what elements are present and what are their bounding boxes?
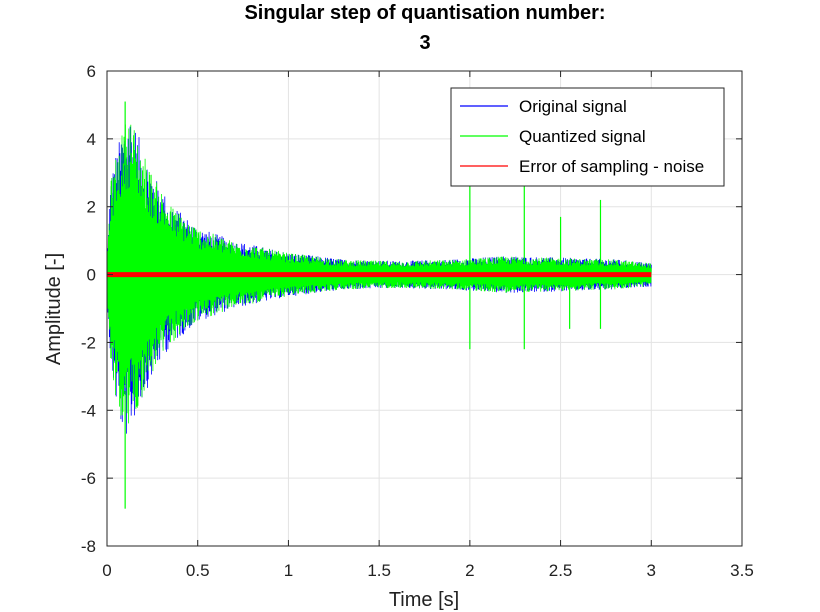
x-axis-label: Time [s] — [389, 589, 459, 611]
x-tick-label: 2 — [465, 561, 474, 580]
y-tick-label: -6 — [81, 469, 96, 488]
x-tick-label: 3.5 — [730, 561, 754, 580]
x-tick-label: 3 — [647, 561, 656, 580]
x-tick-label: 1 — [284, 561, 293, 580]
legend-label-2: Error of sampling - noise — [519, 157, 704, 176]
plot-frame — [106, 70, 743, 547]
quantized-signal-line — [106, 124, 652, 424]
legend-box — [450, 87, 725, 187]
y-tick-label: 0 — [87, 266, 96, 285]
y-tick-label: 2 — [87, 198, 96, 217]
x-tick-label: 0.5 — [186, 561, 210, 580]
data-layer — [106, 101, 652, 509]
x-tick-label: 1.5 — [367, 561, 391, 580]
axes-layer: 0 0.5 1 1.5 2 2.5 3 3.5 -8 -6 -4 -2 0 2 4 6 — [81, 62, 754, 580]
x-tick-label: 2.5 — [549, 561, 573, 580]
x-tick-label: 0 — [102, 561, 111, 580]
y-tick-label: -8 — [81, 537, 96, 556]
legend: Original signal Quantized signal Error of … — [450, 87, 725, 187]
chart-title-line-2: 3 — [419, 32, 431, 54]
legend-label-0: Original signal — [519, 97, 627, 116]
y-tick-label: -2 — [81, 333, 96, 352]
y-axis-label: Amplitude [-] — [43, 253, 65, 365]
y-tick-label: 6 — [87, 62, 96, 81]
legend-label-1: Quantized signal — [519, 127, 646, 146]
y-tick-label: -4 — [81, 401, 96, 420]
y-tick-label: 4 — [87, 130, 96, 149]
chart-title-line-1: Singular step of quantisation number: — [244, 2, 606, 24]
